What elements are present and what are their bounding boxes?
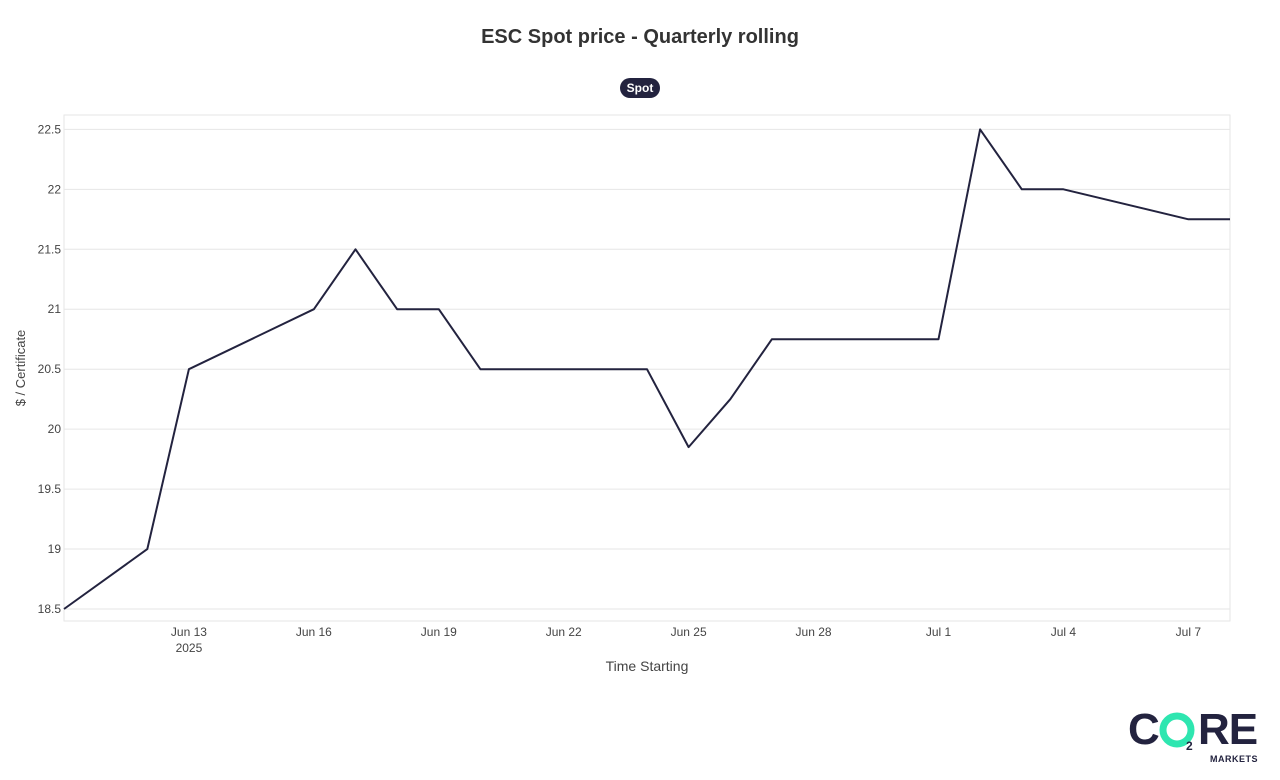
legend[interactable]: Spot bbox=[0, 78, 1280, 98]
data-point[interactable] bbox=[768, 335, 776, 343]
x-tick-label: Jul 1 bbox=[926, 625, 952, 639]
x-tick-label: Jun 16 bbox=[296, 625, 332, 639]
data-point[interactable] bbox=[60, 605, 68, 613]
y-tick-label: 18.5 bbox=[38, 602, 62, 616]
y-tick-label: 20 bbox=[48, 422, 62, 436]
x-tick-label: Jun 22 bbox=[546, 625, 582, 639]
data-point[interactable] bbox=[393, 305, 401, 313]
series-line-spot[interactable] bbox=[63, 128, 1230, 610]
data-point[interactable] bbox=[976, 125, 984, 133]
x-tick-label: Jun 28 bbox=[796, 625, 832, 639]
logo-subscript: 2 bbox=[1186, 739, 1193, 752]
chart-title: ESC Spot price - Quarterly rolling bbox=[481, 26, 799, 48]
data-point[interactable] bbox=[435, 305, 443, 313]
x-tick-label: Jul 7 bbox=[1176, 625, 1202, 639]
x-tick-sublabel: 2025 bbox=[176, 641, 203, 655]
data-point[interactable] bbox=[352, 245, 360, 253]
core-markets-logo: C 2 RE MARKETS bbox=[1124, 706, 1264, 766]
x-tick-label: Jun 13 bbox=[171, 625, 207, 639]
x-axis-label: Time Starting bbox=[606, 658, 689, 674]
logo-o-ring-icon: 2 bbox=[1159, 712, 1195, 752]
y-tick-label: 21 bbox=[48, 302, 62, 316]
data-point[interactable] bbox=[935, 335, 943, 343]
x-axis-ticks: Jun 13 2025 Jun 16 Jun 19 Jun 22 Jun 25 Jun 28… bbox=[171, 625, 1201, 655]
y-axis-ticks: 18.5 19 19.5 20 20.5 21 21.5 22 22.5 bbox=[38, 122, 62, 616]
x-tick-label: Jun 25 bbox=[671, 625, 707, 639]
data-point[interactable] bbox=[643, 365, 651, 373]
logo-tagline: MARKETS bbox=[1210, 754, 1258, 764]
y-tick-label: 19 bbox=[48, 542, 62, 556]
data-point[interactable] bbox=[185, 365, 193, 373]
data-point[interactable] bbox=[685, 443, 693, 451]
y-tick-label: 19.5 bbox=[38, 482, 62, 496]
data-point[interactable] bbox=[1059, 185, 1067, 193]
logo-text-c: C bbox=[1128, 705, 1160, 754]
plot-area bbox=[63, 114, 1231, 622]
data-point[interactable] bbox=[143, 545, 151, 553]
legend-item-spot[interactable]: Spot bbox=[619, 78, 661, 98]
data-point[interactable] bbox=[310, 305, 318, 313]
data-point[interactable] bbox=[1184, 215, 1192, 223]
y-tick-label: 22 bbox=[48, 182, 62, 196]
data-point[interactable] bbox=[1226, 215, 1234, 223]
y-tick-label: 21.5 bbox=[38, 242, 62, 256]
data-point[interactable] bbox=[476, 365, 484, 373]
y-axis-label: $ / Certificate bbox=[13, 330, 28, 407]
logo-text-re: RE bbox=[1198, 705, 1258, 754]
y-tick-label: 22.5 bbox=[38, 122, 62, 136]
data-point[interactable] bbox=[1018, 185, 1026, 193]
x-tick-label: Jun 19 bbox=[421, 625, 457, 639]
series-layer bbox=[60, 125, 1234, 613]
y-tick-label: 20.5 bbox=[38, 362, 62, 376]
x-tick-label: Jul 4 bbox=[1051, 625, 1077, 639]
data-point[interactable] bbox=[726, 395, 734, 403]
